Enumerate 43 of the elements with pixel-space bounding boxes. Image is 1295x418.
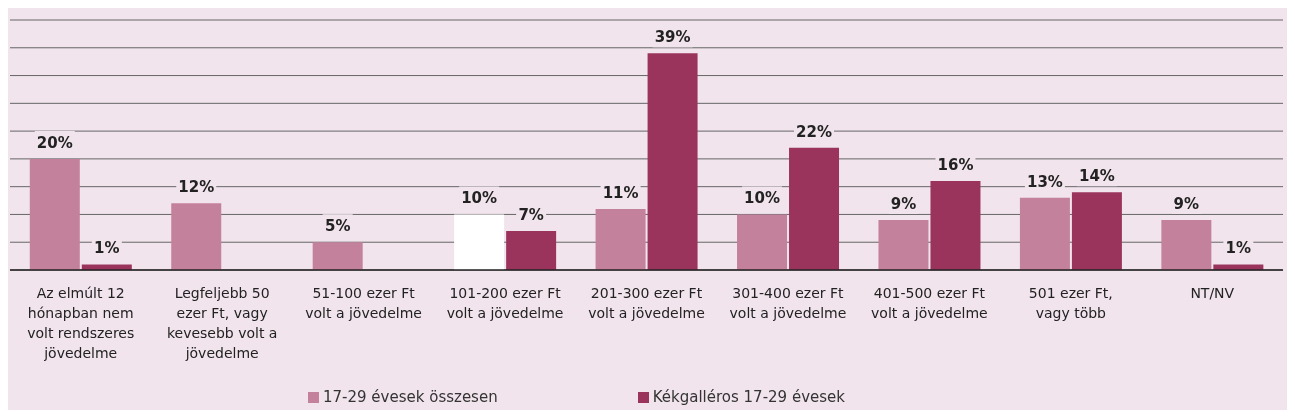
bar: [29, 158, 80, 270]
x-tick-label: 201-300 ezer Ft volt a jövedelme: [588, 285, 705, 321]
data-label: 12%: [178, 178, 215, 197]
data-label: 14%: [1078, 167, 1115, 186]
data-label: 16%: [937, 156, 974, 175]
data-label: 39%: [654, 28, 691, 47]
bar: [81, 264, 132, 270]
data-label: 22%: [796, 122, 832, 141]
bar: [737, 214, 788, 270]
data-label: 5%: [324, 217, 351, 236]
bar: [1161, 220, 1212, 270]
data-label: 13%: [1026, 172, 1063, 191]
bar: [595, 208, 646, 270]
x-tick-label: 101-200 ezer Ft volt a jövedelme: [446, 285, 564, 321]
bar: [1213, 264, 1264, 270]
data-label: 11%: [602, 183, 639, 202]
x-tick-label: NT/NV: [1190, 285, 1235, 301]
data-label: 9%: [1173, 195, 1200, 213]
bar: [789, 147, 840, 270]
bar: [647, 53, 698, 270]
bar: [506, 231, 557, 270]
bar: [312, 242, 363, 270]
data-label: 7%: [518, 206, 544, 225]
x-tick-label: 51-100 ezer Ft volt a jövedelme: [305, 285, 422, 321]
bar: [171, 203, 222, 270]
x-tick-label: 501 ezer Ft, vagy több: [1028, 285, 1113, 321]
x-tick-label: Az elmúlt 12 hónapban nem volt rendszeres jövedelme: [27, 285, 135, 361]
legend-label: Kékgalléros 17-29 évesek: [652, 388, 845, 406]
bar: [1071, 192, 1122, 270]
x-tick-label: 401-500 ezer Ft volt a jövedelme: [871, 285, 988, 321]
data-label: 1%: [94, 239, 120, 258]
bar: [930, 181, 981, 270]
data-label: 9%: [890, 195, 917, 213]
legend-label: 17-29 évesek összesen: [323, 388, 498, 406]
x-tick-label: 301-400 ezer Ft volt a jövedelme: [729, 285, 847, 321]
bar: [454, 214, 505, 270]
x-tick-label: Legfeljebb 50 ezer Ft, vagy kevesebb volt a jövedelme: [166, 285, 278, 361]
bar: [1019, 197, 1070, 270]
data-label: 10%: [744, 189, 780, 208]
data-label: 1%: [1225, 239, 1252, 258]
bar: [878, 220, 929, 270]
data-label: 10%: [461, 189, 498, 208]
data-label: 20%: [36, 133, 73, 152]
